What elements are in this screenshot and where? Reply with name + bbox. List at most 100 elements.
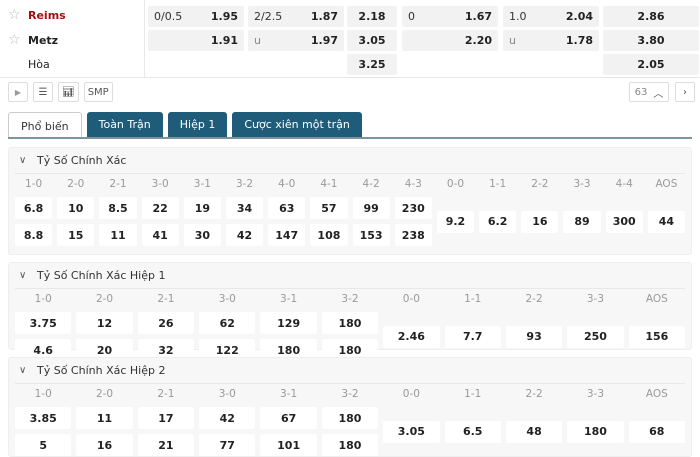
odds-cell[interactable]: 3.05 [347, 30, 397, 51]
away-score-odds[interactable]: 41 [141, 224, 179, 246]
draw-score-odds[interactable]: 2.46 [383, 325, 440, 348]
tab-same-game-parlay[interactable]: Cược xiên một trận [232, 112, 362, 137]
away-score-odds[interactable]: 108 [310, 224, 348, 246]
home-score-odds[interactable]: 11 [76, 407, 133, 429]
odds-cell[interactable]: 2.05 [603, 54, 699, 75]
score-label: 0-0 [446, 178, 465, 190]
draw-score-odds[interactable]: 16 [521, 210, 559, 233]
smp-button[interactable]: SMP [83, 82, 113, 102]
draw-score-odds[interactable]: 89 [563, 210, 601, 233]
away-score-odds[interactable]: 32 [137, 339, 195, 361]
odds-cell[interactable]: 0 1.67 [402, 6, 498, 27]
draw-score-odds[interactable]: 250 [567, 325, 624, 348]
play-button[interactable]: ▶ [8, 82, 28, 102]
away-score-odds[interactable]: 30 [183, 224, 221, 246]
home-score-odds[interactable]: 42 [199, 407, 256, 429]
tab-first-half[interactable]: Hiệp 1 [167, 112, 228, 137]
odds-value: 1.95 [210, 10, 238, 23]
draw-score-odds[interactable]: 3.05 [383, 420, 440, 443]
more-markets-button[interactable]: 63 ︿ [629, 82, 669, 102]
away-score-odds[interactable]: 180 [321, 434, 379, 456]
odds-cell[interactable]: u 1.97 [248, 30, 344, 51]
home-score-odds[interactable]: 129 [260, 312, 317, 334]
home-score-odds[interactable]: 180 [321, 407, 379, 429]
odds-cell[interactable]: u 1.78 [503, 30, 599, 51]
star-icon[interactable]: ☆ [8, 32, 21, 48]
home-score-odds[interactable]: 34 [225, 197, 264, 219]
home-score-odds[interactable]: 3.75 [15, 312, 72, 334]
odds-cell[interactable]: 0/0.5 1.95 [148, 6, 244, 27]
away-score-odds[interactable]: 180 [260, 339, 317, 361]
away-team[interactable]: ☆ Metz [8, 29, 58, 51]
home-score-odds[interactable]: 6.8 [15, 197, 53, 219]
home-score-odds[interactable]: 17 [137, 407, 195, 429]
home-score-odds[interactable]: 63 [268, 197, 306, 219]
layout-button[interactable]: ☰ [33, 82, 53, 102]
home-score-odds[interactable]: 19 [183, 197, 221, 219]
draw-score-odds[interactable]: 9.2 [436, 210, 475, 233]
odds-cell[interactable]: 1.0 2.04 [503, 6, 599, 27]
away-score-odds[interactable]: 16 [76, 434, 133, 456]
draw-score-odds[interactable]: 48 [505, 420, 563, 443]
away-score-odds[interactable]: 21 [137, 434, 195, 456]
away-score-odds[interactable]: 8.8 [15, 224, 53, 246]
home-score-odds[interactable]: 99 [352, 197, 390, 219]
home-score-odds[interactable]: 180 [321, 312, 379, 334]
away-score-odds[interactable]: 42 [225, 224, 264, 246]
home-score-odds[interactable]: 67 [260, 407, 317, 429]
away-score-odds[interactable]: 153 [352, 224, 390, 246]
away-score-odds[interactable]: 4.6 [15, 339, 72, 361]
home-score-odds[interactable]: 12 [76, 312, 133, 334]
odds-cell[interactable]: 2.20 [402, 30, 498, 51]
score-label: 3-1 [193, 178, 211, 190]
odds-cell[interactable]: 3.25 [347, 54, 397, 75]
home-score-odds[interactable]: 230 [394, 197, 432, 219]
odds-cell[interactable]: 1.91 [148, 30, 244, 51]
home-score-odds[interactable]: 22 [141, 197, 179, 219]
away-score-odds[interactable]: 180 [321, 339, 379, 361]
draw-score-odds[interactable]: 6.5 [444, 420, 501, 443]
away-score-odds[interactable]: 238 [394, 224, 432, 246]
away-score-odds[interactable]: 20 [76, 339, 133, 361]
star-icon[interactable]: ☆ [8, 7, 21, 23]
toolbar: ▶ ☰ 📊︎ SMP [8, 82, 113, 102]
draw-score-odds[interactable]: 68 [628, 420, 685, 443]
odds-cell[interactable]: 2.86 [603, 6, 699, 27]
section-header[interactable]: ∨ Tỷ Số Chính Xác Hiệp 1 [15, 263, 685, 289]
tab-popular[interactable]: Phổ biến [8, 112, 82, 139]
away-score-odds[interactable]: 147 [268, 224, 306, 246]
draw-score-odds[interactable]: 6.2 [479, 210, 517, 233]
section-header[interactable]: ∨ Tỷ Số Chính Xác [15, 148, 685, 174]
draw-score-odds[interactable]: 300 [605, 210, 643, 233]
home-score-odds[interactable]: 3.85 [15, 407, 72, 429]
draw-score-odds[interactable]: 7.7 [444, 325, 501, 348]
draw-score-odds[interactable]: 93 [505, 325, 563, 348]
section-header[interactable]: ∨ Tỷ Số Chính Xác Hiệp 2 [15, 358, 685, 384]
odds-value: 1.91 [210, 34, 238, 47]
home-score-odds[interactable]: 26 [137, 312, 195, 334]
away-score-odds[interactable]: 15 [57, 224, 95, 246]
draw-score-odds[interactable]: 44 [647, 210, 685, 233]
score-label: 1-0 [34, 293, 52, 305]
away-score-odds[interactable]: 5 [15, 434, 72, 456]
away-score-odds[interactable]: 122 [199, 339, 256, 361]
away-score-odds[interactable]: 11 [99, 224, 137, 246]
odds-cell[interactable]: 3.80 [603, 30, 699, 51]
odds-cell[interactable]: 2/2.5 1.87 [248, 6, 344, 27]
odds-cell[interactable]: 2.18 [347, 6, 397, 27]
home-team[interactable]: ☆ Reims [8, 4, 66, 26]
score-label: 3-0 [218, 293, 236, 305]
stats-button[interactable]: 📊︎ [58, 82, 79, 102]
home-score-odds[interactable]: 8.5 [99, 197, 137, 219]
draw-score-odds[interactable]: 156 [628, 325, 685, 348]
tab-full-match[interactable]: Toàn Trận [86, 112, 163, 137]
home-score-odds[interactable]: 57 [310, 197, 348, 219]
draw-score-odds[interactable]: 180 [567, 420, 624, 443]
away-score-odds[interactable]: 101 [260, 434, 317, 456]
home-score-odds[interactable]: 10 [57, 197, 95, 219]
next-button[interactable]: › [675, 82, 695, 102]
score-label: 2-2 [525, 388, 543, 400]
away-score-odds[interactable]: 77 [199, 434, 256, 456]
chevron-right-icon: › [683, 86, 687, 98]
home-score-odds[interactable]: 62 [199, 312, 256, 334]
